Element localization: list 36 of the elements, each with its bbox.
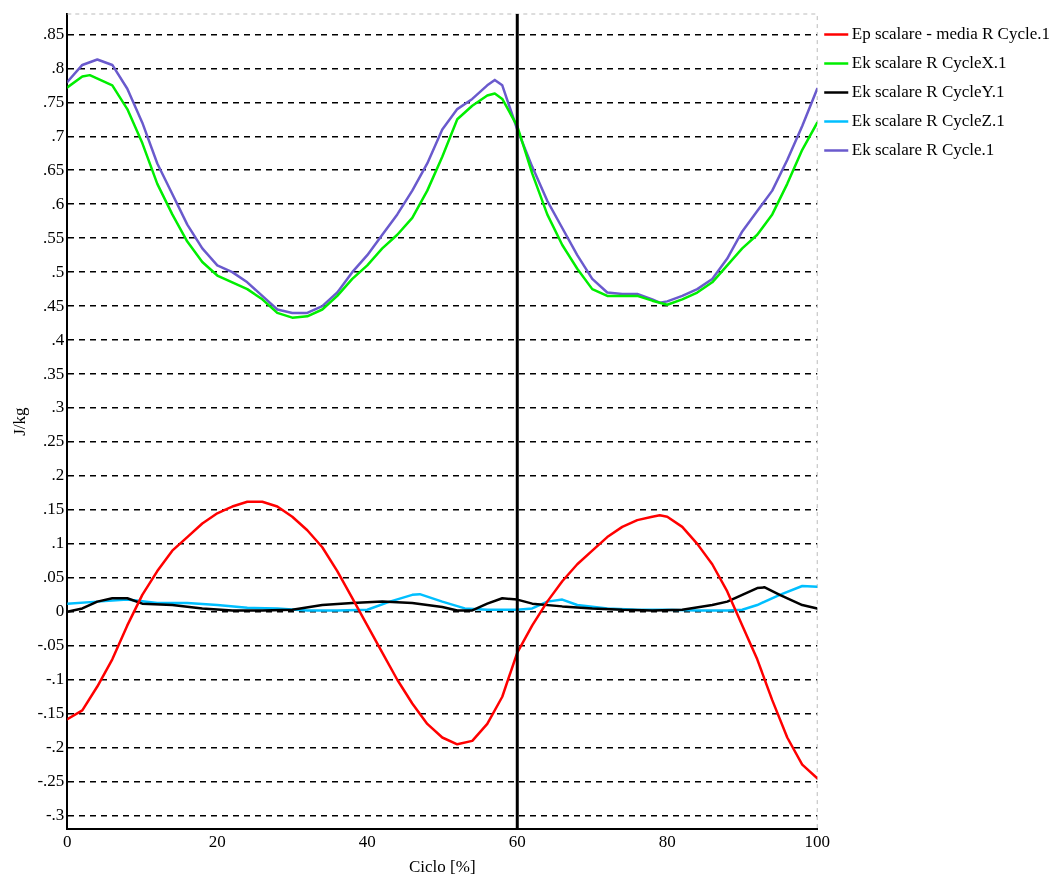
y-tick-label: .75 (43, 91, 65, 111)
x-tick-label: 100 (804, 831, 830, 851)
y-tick-label: -.25 (37, 771, 65, 791)
y-tick-label: .35 (43, 363, 65, 383)
y-tick-label: -.3 (45, 805, 65, 825)
y-tick-label: -.15 (37, 703, 65, 723)
y-tick-label: .25 (43, 431, 65, 451)
legend-label: Ek scalare R Cycle.1 (851, 139, 995, 159)
y-tick-label: -.2 (45, 737, 65, 757)
x-tick-label: 60 (508, 831, 526, 851)
y-tick-label: .05 (43, 567, 65, 587)
legend-label: Ek scalare R CycleY.1 (851, 81, 1005, 101)
y-axis-title: J/kg (9, 406, 29, 436)
x-tick-label: 80 (658, 831, 676, 851)
y-tick-label: .3 (51, 397, 65, 417)
legend-label: Ek scalare R CycleZ.1 (851, 110, 1005, 130)
y-tick-label: .4 (51, 329, 65, 349)
y-tick-label: 0 (55, 601, 65, 621)
x-axis-title: Ciclo [%] (408, 857, 476, 877)
y-tick-label: .6 (51, 193, 65, 213)
y-tick-label: -.05 (37, 635, 65, 655)
y-tick-label: -.1 (45, 669, 65, 689)
y-tick-label: .7 (51, 125, 65, 145)
x-tick-label: 40 (358, 831, 376, 851)
y-tick-label: .45 (43, 295, 65, 315)
y-tick-label: .1 (51, 533, 65, 553)
y-tick-label: .85 (43, 23, 65, 43)
y-tick-label: .55 (43, 227, 65, 247)
y-tick-label: .65 (43, 159, 65, 179)
y-tick-label: .15 (43, 499, 65, 519)
y-tick-label: .8 (51, 57, 65, 77)
y-tick-label: .5 (51, 261, 65, 281)
legend-label: Ep scalare - media R Cycle.1 (851, 23, 1051, 43)
legend-label: Ek scalare R CycleX.1 (851, 52, 1007, 72)
y-tick-label: .2 (51, 465, 65, 485)
x-tick-label: 20 (208, 831, 226, 851)
